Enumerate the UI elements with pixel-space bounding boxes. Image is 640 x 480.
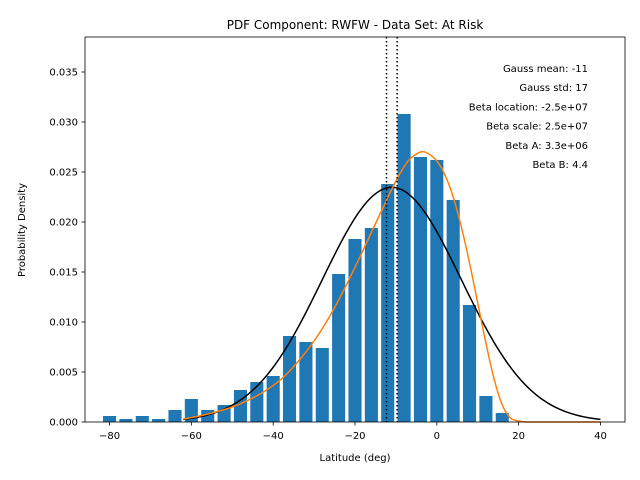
histogram-bar — [315, 348, 329, 422]
fit-parameter-annotation: Beta A: 3.3e+06 — [505, 141, 588, 152]
y-tick-label: 0.035 — [49, 68, 78, 79]
x-tick-label: 40 — [594, 431, 607, 442]
histogram-bar — [495, 413, 509, 422]
fit-parameter-annotation: Gauss std: 17 — [519, 83, 588, 94]
fit-parameter-annotation: Beta scale: 2.5e+07 — [486, 122, 588, 133]
fit-parameter-annotation: Beta location: -2.5e+07 — [469, 102, 588, 113]
histogram-bar — [364, 228, 378, 422]
y-tick-label: 0.010 — [49, 318, 78, 329]
x-axis-label: Latitude (deg) — [320, 453, 391, 464]
fit-parameter-annotation: Beta B: 4.4 — [532, 160, 588, 171]
y-tick-label: 0.005 — [49, 368, 78, 379]
fit-parameter-annotation: Gauss mean: -11 — [503, 64, 588, 75]
histogram-bar — [103, 416, 117, 422]
histogram-bar — [463, 305, 477, 422]
histogram-bar — [250, 382, 264, 422]
histogram-bar — [381, 184, 395, 422]
histogram-bar — [299, 342, 313, 422]
x-tick-label: −80 — [99, 431, 120, 442]
y-tick-label: 0.015 — [49, 268, 78, 279]
plot-area: −80 −60 −40 −20 0 20 40 0.000 0.005 0.010 0.015 0.0… — [49, 36, 626, 442]
histogram-bar — [168, 410, 182, 422]
y-tick-label: 0.025 — [49, 168, 78, 179]
histogram-bar — [332, 274, 346, 422]
x-tick-label: 0 — [434, 431, 440, 442]
histogram-bar — [135, 416, 149, 422]
gaussian-fit-line — [183, 186, 601, 421]
histogram-bar — [430, 160, 444, 422]
histogram-bar — [479, 396, 493, 422]
histogram-bar — [283, 336, 297, 422]
y-tick-label: 0.020 — [49, 218, 78, 229]
y-tick-label: 0.000 — [49, 418, 78, 429]
x-tick-label: −40 — [263, 431, 284, 442]
x-tick-label: −20 — [344, 431, 365, 442]
y-axis-label: Probability Density — [17, 183, 28, 277]
histogram-bar — [413, 157, 427, 422]
x-tick-label: −60 — [181, 431, 202, 442]
beta-fit-line — [183, 150, 601, 423]
histogram-bar — [152, 419, 166, 422]
histogram-bar — [119, 419, 133, 422]
histogram-bar — [397, 114, 411, 422]
y-tick-label: 0.030 — [49, 118, 78, 129]
chart-title: PDF Component: RWFW - Data Set: At Risk — [227, 18, 484, 32]
histogram-bar — [446, 200, 460, 422]
histogram-bar — [348, 239, 362, 422]
x-tick-label: 20 — [512, 431, 525, 442]
